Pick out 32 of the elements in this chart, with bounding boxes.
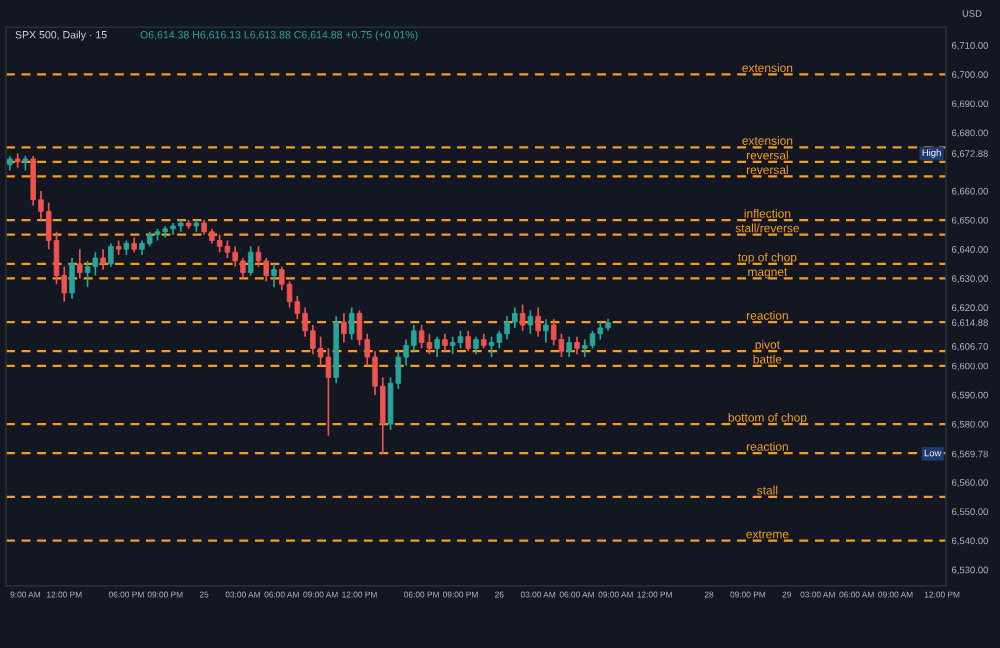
candlestick (566, 335, 572, 358)
candlestick (512, 306, 518, 329)
candlestick (543, 318, 549, 344)
candlestick (271, 262, 277, 288)
candlestick (30, 155, 36, 207)
candlestick (519, 303, 526, 332)
candlestick (84, 260, 91, 288)
candlestick (247, 245, 254, 277)
candlestick (504, 315, 510, 341)
candlestick (348, 306, 355, 341)
candlestick (341, 312, 347, 344)
candlestick (255, 245, 262, 268)
candlestick (100, 248, 106, 271)
candlestick (108, 242, 114, 268)
candlestick (69, 257, 75, 300)
candlestick (92, 251, 99, 277)
candlestick (240, 257, 246, 280)
candlestick (325, 347, 332, 437)
candlestick (488, 335, 495, 358)
candlestick (465, 329, 471, 353)
candlestick (77, 248, 83, 280)
candlestick (582, 338, 588, 358)
candlestick (232, 245, 238, 268)
candlestick (426, 332, 433, 355)
candlestick (418, 324, 425, 350)
candlestick (535, 306, 541, 338)
candlestick (263, 257, 269, 283)
candlestick (449, 335, 456, 355)
candlestick (550, 318, 557, 347)
candlestick (434, 335, 440, 358)
candlestick (411, 324, 417, 353)
candlestick (527, 309, 534, 335)
